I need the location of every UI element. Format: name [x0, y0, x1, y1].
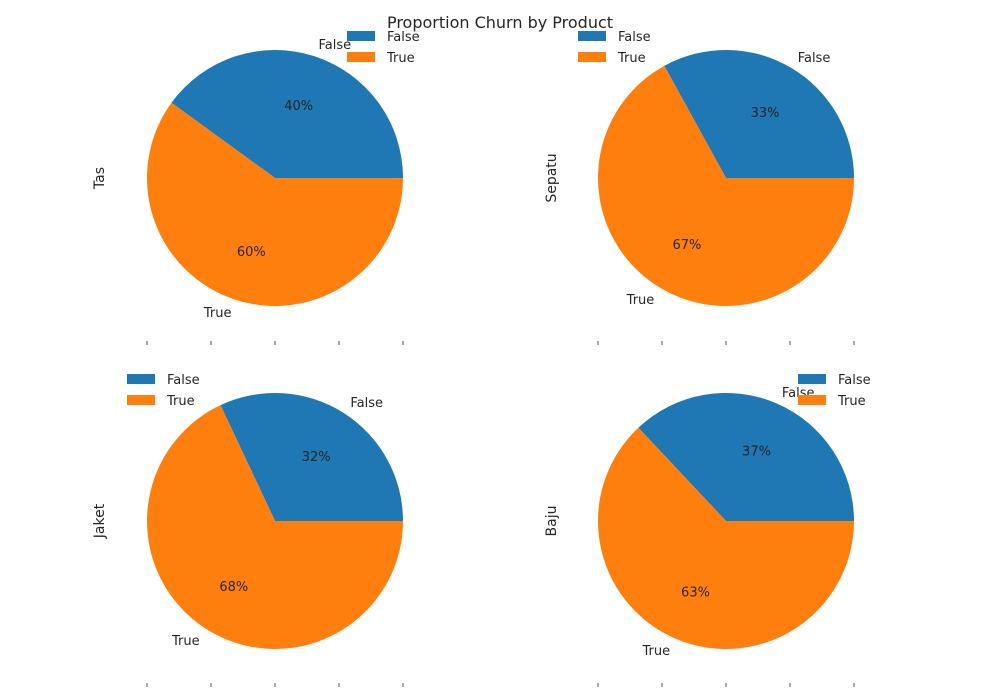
pie-slice-false	[638, 392, 854, 521]
legend-swatch-true	[798, 395, 826, 405]
percentage-label: 32%	[302, 450, 331, 465]
legend: False True	[347, 30, 420, 66]
y-axis-label: Baju	[544, 506, 560, 537]
pie-chart-tas: Tas False 40% True 60% False True	[92, 30, 420, 345]
legend-label: True	[386, 51, 415, 66]
slice-label: False	[798, 51, 831, 66]
pie-slice-true	[147, 102, 403, 307]
y-axis-label: Tas	[92, 167, 108, 190]
legend-label: True	[166, 394, 195, 409]
legend-swatch-false	[127, 374, 155, 384]
percentage-label: 40%	[284, 99, 313, 114]
legend-label: False	[618, 30, 651, 45]
legend-swatch-true	[578, 52, 606, 62]
legend-label: True	[837, 394, 866, 409]
y-axis-label: Jaket	[92, 503, 108, 539]
slice-label: False	[350, 396, 383, 411]
slice-label: True	[641, 644, 670, 659]
slice-label: True	[626, 293, 655, 308]
percentage-label: 33%	[751, 106, 780, 121]
legend: False True	[578, 30, 651, 66]
pie-slice-true	[598, 65, 854, 306]
percentage-label: 63%	[681, 586, 710, 601]
pie-charts-layer: Tas False 40% True 60% False True Sepatu False 33…	[92, 30, 871, 687]
pie-slice-false	[220, 392, 404, 521]
pie-chart-jaket: Jaket False 32% True 68% False True	[92, 373, 404, 687]
percentage-label: 68%	[219, 580, 248, 595]
legend-swatch-false	[347, 31, 375, 41]
pie-slice-true	[597, 427, 854, 649]
y-axis-label: Sepatu	[544, 153, 560, 202]
pie-slice-true	[147, 405, 403, 649]
pie-chart-baju: Baju False 37% True 63% False True	[544, 373, 871, 687]
figure-title: Proportion Churn by Product	[387, 13, 613, 32]
legend-label: True	[617, 51, 646, 66]
pie-slice-false	[171, 50, 403, 178]
slice-label: True	[171, 634, 200, 649]
percentage-label: 60%	[237, 245, 266, 260]
legend-label: False	[838, 373, 871, 388]
slice-label: False	[319, 38, 352, 53]
pie-slice-false	[664, 49, 854, 178]
slice-label: True	[203, 306, 232, 321]
legend-swatch-true	[347, 52, 375, 62]
percentage-label: 67%	[672, 238, 701, 253]
legend: False True	[798, 373, 871, 409]
legend-label: False	[387, 30, 420, 45]
legend-swatch-false	[798, 374, 826, 384]
legend: False True	[127, 373, 200, 409]
percentage-label: 37%	[742, 445, 771, 460]
legend-label: False	[167, 373, 200, 388]
legend-swatch-false	[578, 31, 606, 41]
pie-chart-sepatu: Sepatu False 33% True 67% False True	[544, 30, 855, 345]
legend-swatch-true	[127, 395, 155, 405]
